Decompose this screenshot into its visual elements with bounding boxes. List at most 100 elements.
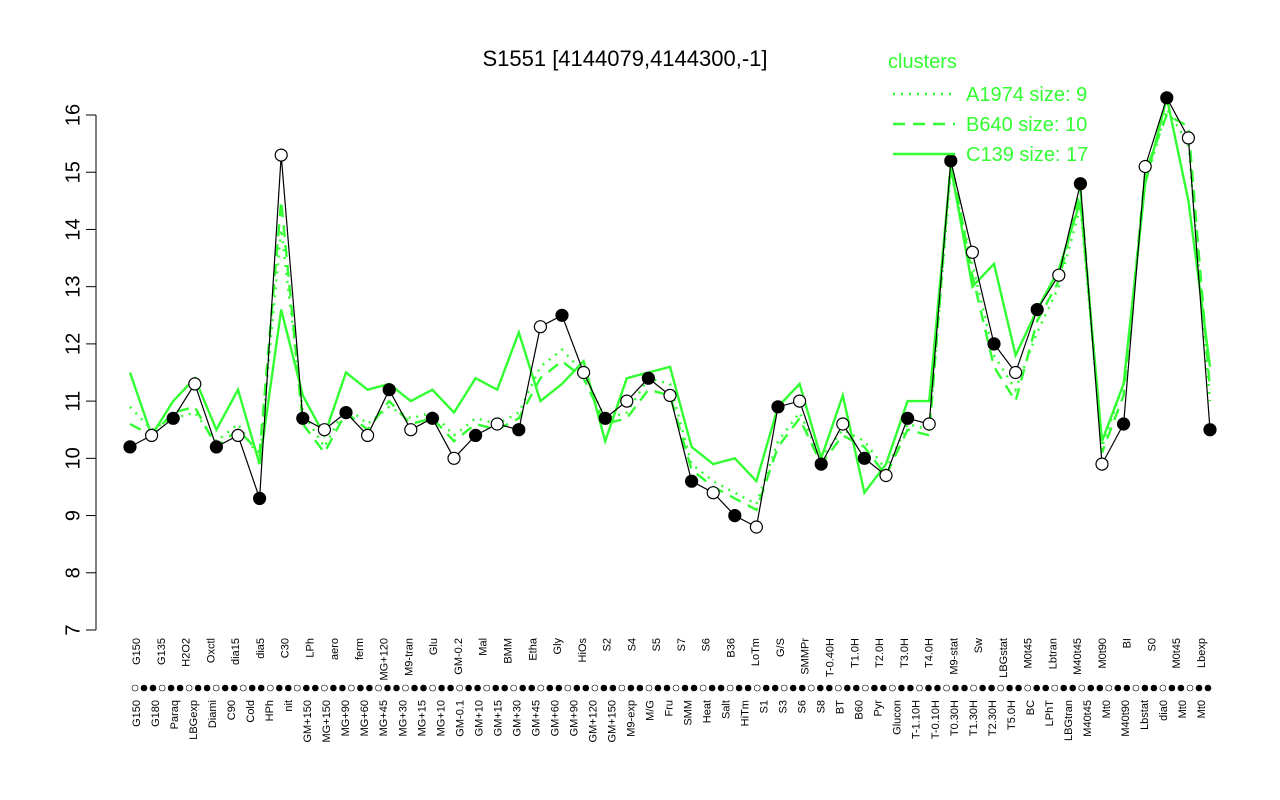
x-marker <box>537 684 545 692</box>
y-tick-label: 7 <box>62 624 84 635</box>
data-point <box>814 457 828 471</box>
x-marker <box>1150 684 1158 692</box>
x-tick-label: Lbtran <box>1047 638 1059 669</box>
chart-title: S1551 [4144079,4144300,-1] <box>482 46 767 71</box>
x-marker <box>501 684 509 692</box>
x-marker <box>510 684 518 692</box>
x-tick-label: Glu <box>428 638 440 655</box>
x-tick-label: SMMPr <box>800 638 812 675</box>
x-tick-label: BC <box>1025 700 1037 715</box>
x-marker <box>221 684 229 692</box>
x-marker <box>636 684 644 692</box>
data-point <box>317 423 331 437</box>
x-marker <box>681 684 689 692</box>
x-tick-label: T0.30H <box>949 700 961 736</box>
x-marker <box>194 684 202 692</box>
x-marker <box>1033 684 1040 692</box>
x-marker <box>852 684 860 692</box>
x-tick-label: S4 <box>626 638 638 651</box>
x-marker <box>1105 684 1113 692</box>
x-tick-label: S0 <box>1147 638 1159 651</box>
x-tick-label: Fru <box>664 700 676 717</box>
x-marker <box>1078 684 1086 692</box>
x-tick-label: Lbexp <box>1196 638 1208 668</box>
x-marker <box>988 684 995 692</box>
data-point <box>361 428 375 442</box>
x-tick-label: M40t45 <box>1082 700 1094 737</box>
x-tick-label: G/S <box>775 638 787 657</box>
legend: clusters A1974 size: 9 B640 size: 10 C139 … <box>888 51 1088 166</box>
x-marker <box>384 684 391 692</box>
y-tick-label: 8 <box>62 567 84 578</box>
x-tick-label: GM+90 <box>568 700 580 736</box>
x-tick-label: G135 <box>156 638 168 665</box>
data-point <box>209 440 223 454</box>
x-marker <box>762 684 770 692</box>
y-tick-label: 15 <box>62 161 84 183</box>
x-tick-label: LoTm <box>750 638 762 666</box>
x-marker <box>871 684 878 692</box>
x-tick-label: MG+120 <box>379 638 391 681</box>
x-marker <box>898 684 905 692</box>
x-tick-label: S2 <box>602 638 614 651</box>
data-point <box>706 486 720 500</box>
x-marker <box>366 684 373 692</box>
x-tick-label: MG+30 <box>397 700 409 736</box>
x-tick-label: S1 <box>759 700 771 713</box>
x-marker <box>330 684 337 692</box>
x-tick-label: dia0 <box>1158 700 1170 721</box>
x-tick-label: GM-0.2 <box>453 638 465 675</box>
x-marker <box>789 684 797 692</box>
x-marker <box>528 684 536 692</box>
x-tick-label: T-0.40H <box>825 638 837 677</box>
x-tick-label: MG+10 <box>435 700 447 736</box>
x-marker <box>311 684 319 692</box>
data-point <box>555 308 569 322</box>
data-point <box>663 388 677 402</box>
x-tick-label: LPh <box>304 638 316 658</box>
x-marker <box>1087 684 1095 692</box>
x-tick-label: nit <box>283 700 295 712</box>
y-tick-label: 10 <box>62 447 84 469</box>
x-marker <box>943 684 950 692</box>
data-point <box>598 411 612 425</box>
x-marker <box>591 684 599 692</box>
x-marker <box>654 684 662 692</box>
x-marker <box>284 684 292 692</box>
data-point <box>641 371 656 385</box>
x-tick-label: S3 <box>778 700 790 713</box>
x-marker <box>1195 684 1203 692</box>
x-tick-label: LBGtran <box>1063 700 1075 741</box>
x-tick-label: G150 <box>131 700 143 727</box>
x-marker <box>1186 684 1194 692</box>
x-marker <box>302 684 310 692</box>
legend-label: B640 size: 10 <box>966 114 1087 136</box>
x-marker <box>780 684 788 692</box>
data-point <box>1052 268 1066 282</box>
x-tick-label: BMM <box>503 638 515 664</box>
x-marker <box>708 684 716 692</box>
x-marker <box>573 684 581 692</box>
data-point <box>1008 365 1023 380</box>
x-marker <box>600 684 608 692</box>
data-point <box>728 508 742 523</box>
x-tick-label: Diami <box>207 700 219 728</box>
x-marker <box>555 684 563 692</box>
x-marker <box>429 684 436 692</box>
x-marker <box>239 684 247 692</box>
x-tick-label: M40t90 <box>1120 700 1132 737</box>
data-point <box>469 428 483 442</box>
data-point <box>145 428 159 442</box>
x-tick-label: M0t90 <box>1097 638 1109 669</box>
x-tick-label: BI <box>1122 638 1134 648</box>
x-marker <box>447 684 454 692</box>
x-tick-label: HiTm <box>740 700 752 726</box>
x-marker <box>862 684 869 692</box>
x-tick-label: T1.30H <box>968 700 980 736</box>
x-tick-label: S8 <box>816 700 828 713</box>
x-tick-label: Glucon <box>892 700 904 735</box>
x-marker <box>1204 684 1212 692</box>
x-marker <box>645 684 653 692</box>
x-tick-label: B36 <box>725 638 737 658</box>
